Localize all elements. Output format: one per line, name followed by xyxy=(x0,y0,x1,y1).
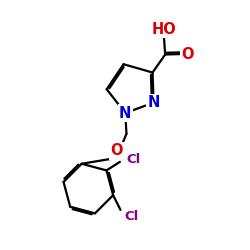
Text: O: O xyxy=(110,144,122,158)
Text: HO: HO xyxy=(152,22,176,37)
Text: O: O xyxy=(181,46,194,62)
Text: Cl: Cl xyxy=(124,210,138,223)
Text: N: N xyxy=(148,95,160,110)
Text: N: N xyxy=(119,106,132,120)
Text: Cl: Cl xyxy=(127,154,141,166)
